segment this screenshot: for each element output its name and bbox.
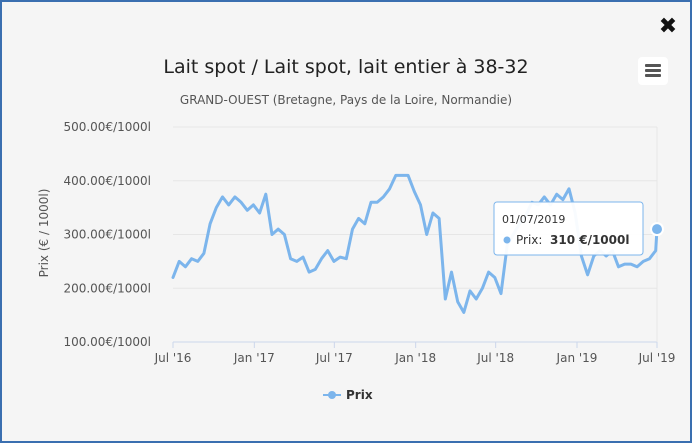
legend-marker-icon — [328, 391, 336, 399]
y-tick-label: 100.00€/1000l — [63, 335, 151, 349]
tooltip-box — [493, 201, 644, 256]
legend[interactable]: Prix — [323, 388, 373, 402]
tooltip-series-dot — [503, 236, 511, 244]
tooltip-series-label: Prix: — [516, 233, 542, 247]
x-tick-label: Jul '19 — [638, 351, 676, 365]
legend-label-prix[interactable]: Prix — [346, 388, 373, 402]
chart-menu-button[interactable] — [638, 57, 668, 85]
hover-point-marker[interactable] — [650, 222, 664, 237]
x-axis: Jul '16 Jan '17 Jul '17 Jan '18 Jul '18 Jan '… — [154, 127, 676, 365]
y-tick-label: 500.00€/1000l — [63, 120, 151, 134]
tooltip-value: 310 €/1000l — [550, 233, 629, 247]
chart-subtitle: GRAND-OUEST (Bretagne, Pays de la Loire,… — [180, 93, 512, 107]
x-tick-label: Jan '17 — [233, 351, 275, 365]
hamburger-menu-icon — [645, 64, 661, 67]
tooltip-date: 01/07/2019 — [502, 213, 565, 226]
x-tick-label: Jul '17 — [315, 351, 353, 365]
y-tick-label: 200.00€/1000l — [63, 281, 151, 295]
y-tick-label: 400.00€/1000l — [63, 174, 151, 188]
y-axis-ticks: 100.00€/1000l 200.00€/1000l 300.00€/1000l 4… — [63, 120, 151, 349]
y-axis-label: Prix (€ / 1000l) — [37, 189, 51, 278]
x-tick-label: Jul '18 — [476, 351, 514, 365]
x-tick-label: Jan '19 — [556, 351, 598, 365]
x-tick-label: Jul '16 — [154, 351, 192, 365]
close-icon[interactable]: ✖ — [658, 14, 678, 39]
y-tick-label: 300.00€/1000l — [63, 228, 151, 242]
tooltip: 01/07/2019 Prix: 310 €/1000l — [493, 201, 644, 256]
chart-title: Lait spot / Lait spot, lait entier à 38-… — [163, 56, 528, 78]
x-tick-label: Jan '18 — [394, 351, 436, 365]
